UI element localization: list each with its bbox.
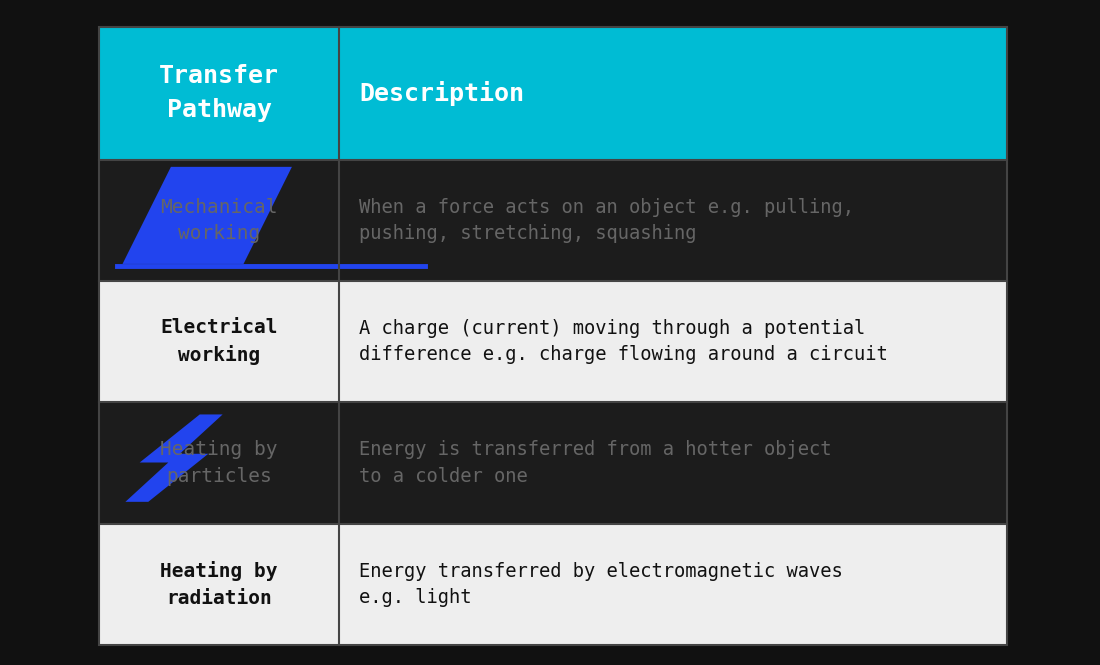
Text: Energy transferred by electromagnetic waves
e.g. light: Energy transferred by electromagnetic wa… — [360, 562, 843, 607]
Bar — [340, 523, 1007, 645]
Text: Electrical
working: Electrical working — [161, 318, 278, 365]
Text: Transfer
Pathway: Transfer Pathway — [160, 65, 279, 122]
Polygon shape — [122, 167, 292, 264]
Bar — [99, 27, 340, 160]
Bar — [340, 402, 1007, 523]
Text: Description: Description — [360, 80, 525, 106]
Bar — [99, 27, 1007, 645]
Text: Mechanical
working: Mechanical working — [161, 198, 278, 243]
Polygon shape — [125, 414, 222, 502]
Bar — [340, 281, 1007, 402]
Bar — [99, 402, 340, 523]
Bar — [99, 160, 340, 281]
Bar — [99, 281, 340, 402]
Text: When a force acts on an object e.g. pulling,
pushing, stretching, squashing: When a force acts on an object e.g. pull… — [360, 198, 855, 243]
Bar — [340, 160, 1007, 281]
Bar — [340, 27, 1007, 160]
Text: Energy is transferred from a hotter object
to a colder one: Energy is transferred from a hotter obje… — [360, 440, 832, 485]
Text: Heating by
radiation: Heating by radiation — [161, 561, 278, 608]
Text: Heating by
particles: Heating by particles — [161, 440, 278, 485]
Text: A charge (current) moving through a potential
difference e.g. charge flowing aro: A charge (current) moving through a pote… — [360, 319, 888, 364]
Bar — [99, 523, 340, 645]
